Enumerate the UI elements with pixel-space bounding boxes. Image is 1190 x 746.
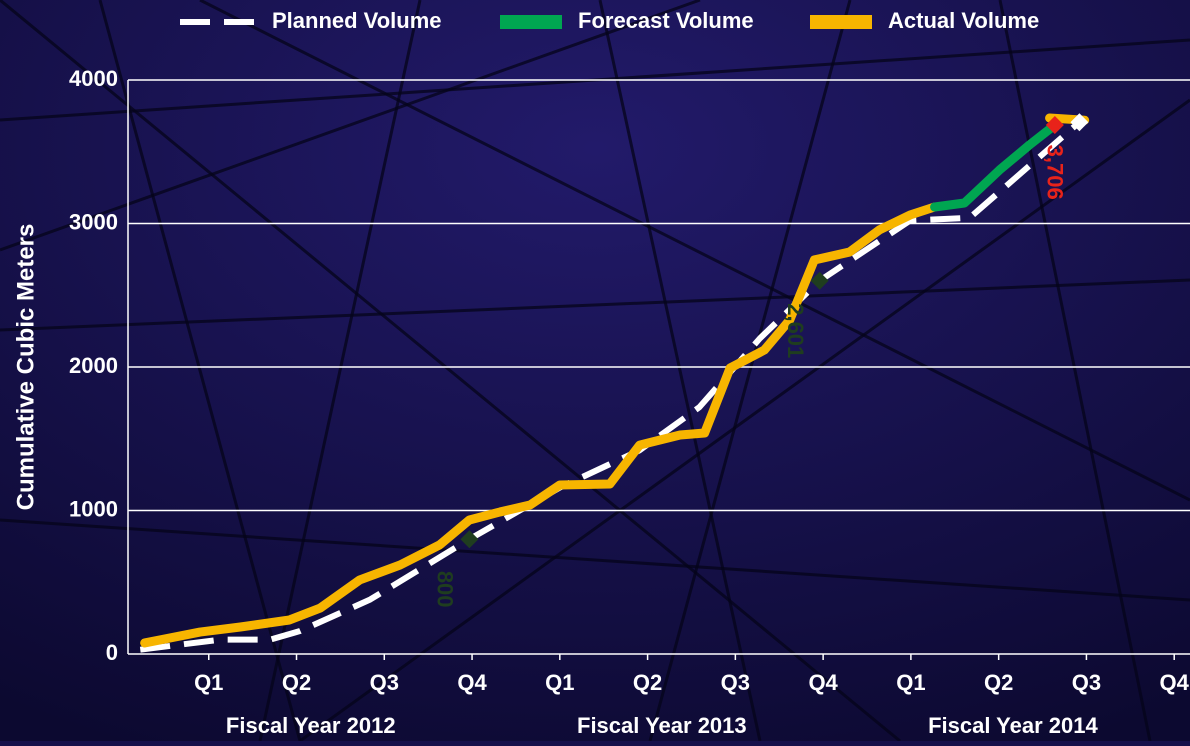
x-tick-label: Q3 <box>721 670 750 695</box>
x-tick-label: Q1 <box>896 670 925 695</box>
legend-swatch <box>810 15 872 29</box>
x-tick-label: Q4 <box>808 670 838 695</box>
x-tick-label: Q1 <box>545 670 574 695</box>
value-label: 2,601 <box>783 303 808 358</box>
point-marker <box>460 530 479 549</box>
x-tick-label: Q4 <box>1160 670 1190 695</box>
series-line <box>139 119 1082 653</box>
x-tick-label: Q3 <box>1072 670 1101 695</box>
legend-label: Planned Volume <box>272 8 442 33</box>
y-tick-label: 4000 <box>69 66 118 91</box>
x-tick-label: Q2 <box>984 670 1013 695</box>
x-tick-label: Q1 <box>194 670 223 695</box>
x-group-label: Fiscal Year 2012 <box>226 713 396 738</box>
point-marker <box>1070 113 1089 132</box>
point-marker <box>810 271 829 290</box>
x-tick-label: Q2 <box>282 670 311 695</box>
value-label: 800 <box>433 571 458 608</box>
y-axis-label: Cumulative Cubic Meters <box>12 224 39 511</box>
forecast-end-marker <box>1045 116 1064 135</box>
y-tick-label: 2000 <box>69 353 118 378</box>
y-tick-label: 3000 <box>69 209 118 234</box>
x-group-label: Fiscal Year 2013 <box>577 713 747 738</box>
y-tick-label: 1000 <box>69 496 118 521</box>
series-line <box>930 120 1060 212</box>
legend-label: Actual Volume <box>888 8 1039 33</box>
y-tick-label: 0 <box>106 640 118 665</box>
value-label: 3,706 <box>1043 145 1068 200</box>
legend-label: Forecast Volume <box>578 8 754 33</box>
x-tick-label: Q2 <box>633 670 662 695</box>
x-tick-label: Q4 <box>457 670 487 695</box>
x-tick-label: Q3 <box>370 670 399 695</box>
legend-swatch <box>500 15 562 29</box>
x-group-label: Fiscal Year 2014 <box>928 713 1098 738</box>
